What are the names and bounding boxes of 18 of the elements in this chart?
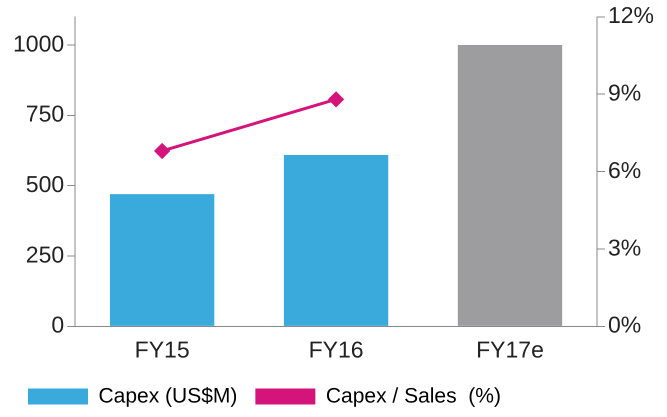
y2-tick-label: 3%	[608, 234, 642, 260]
y-tick-label: 750	[26, 100, 64, 127]
bar	[110, 194, 214, 326]
bar	[284, 154, 388, 326]
y-tick-label: 500	[26, 171, 64, 198]
bar	[458, 44, 562, 326]
x-tick-label: FY15	[134, 336, 190, 363]
y2-tick-label: 12%	[608, 2, 654, 28]
y2-tick-label: 6%	[608, 156, 642, 183]
y2-tick-label: 0%	[608, 312, 642, 338]
y2-tick-label: 9%	[608, 80, 642, 106]
y-tick-label: 250	[26, 241, 64, 268]
y-tick-label: 1000	[12, 30, 64, 56]
legend-label: Capex (US$M)	[98, 384, 238, 408]
y-tick-label: 0	[51, 312, 64, 338]
x-tick-label: FY17e	[476, 336, 544, 363]
legend-label: Capex / Sales (%)	[326, 384, 501, 408]
x-tick-label: FY16	[308, 336, 364, 363]
